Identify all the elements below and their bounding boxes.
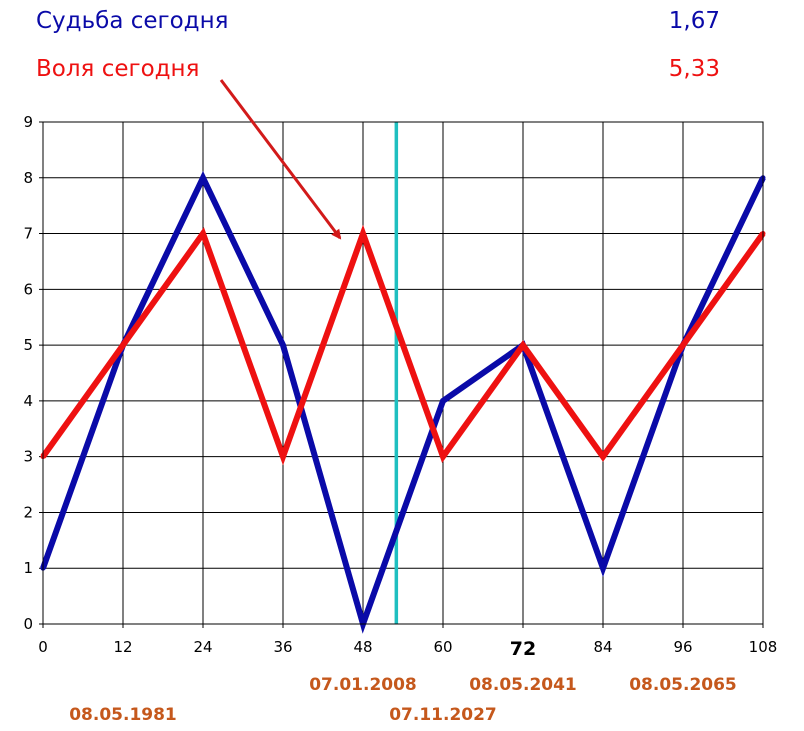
x-tick-label-72: 72: [510, 638, 536, 660]
point-fate-60: [440, 398, 446, 404]
y-tick-label-4: 4: [23, 392, 33, 410]
y-tick-label-0: 0: [23, 615, 33, 633]
point-fate-84: [600, 565, 606, 571]
fate-today-label: Судьба сегодня: [36, 8, 229, 34]
point-will-60: [440, 454, 446, 460]
point-will-48: [360, 231, 366, 237]
point-will-36: [280, 454, 286, 460]
x-tick-label-24: 24: [193, 638, 212, 656]
y-tick-label-8: 8: [23, 169, 33, 187]
point-will-96: [680, 342, 686, 348]
x-tick-label-60: 60: [433, 638, 452, 656]
point-fate-24: [200, 175, 206, 181]
will-today-value: 5,33: [668, 56, 720, 82]
y-tick-label-3: 3: [23, 448, 33, 466]
y-tick-label-5: 5: [23, 336, 33, 354]
y-tick-label-7: 7: [23, 225, 33, 243]
plot-frame: [42, 121, 764, 625]
y-tick-label-9: 9: [23, 113, 33, 131]
point-will-72: [520, 342, 526, 348]
date-label-1: 07.01.2008: [309, 675, 417, 695]
point-will-12: [120, 342, 126, 348]
pointer-arrow: [219, 79, 342, 240]
x-tick-label-108: 108: [749, 638, 778, 656]
date-label-4: 08.05.2065: [629, 675, 737, 695]
point-fate-36: [280, 342, 286, 348]
y-tick-label-1: 1: [23, 559, 33, 577]
y-tick-label-2: 2: [23, 503, 33, 521]
x-tick-label-48: 48: [353, 638, 372, 656]
fate-today-value: 1,67: [668, 8, 720, 34]
point-will-24: [200, 231, 206, 237]
series-line-will: [40, 224, 766, 466]
series-line-fate: [40, 170, 766, 634]
x-tick-label-36: 36: [273, 638, 292, 656]
x-tick-label-96: 96: [673, 638, 692, 656]
date-label-0: 08.05.1981: [69, 705, 177, 725]
x-tick-label-0: 0: [38, 638, 48, 656]
x-tick-label-12: 12: [113, 638, 132, 656]
will-today-label: Воля сегодня: [36, 56, 200, 82]
date-label-3: 08.05.2041: [469, 675, 577, 695]
date-label-2: 07.11.2027: [389, 705, 497, 725]
point-will-84: [600, 454, 606, 460]
x-tick-label-84: 84: [593, 638, 612, 656]
y-tick-label-6: 6: [23, 280, 33, 298]
